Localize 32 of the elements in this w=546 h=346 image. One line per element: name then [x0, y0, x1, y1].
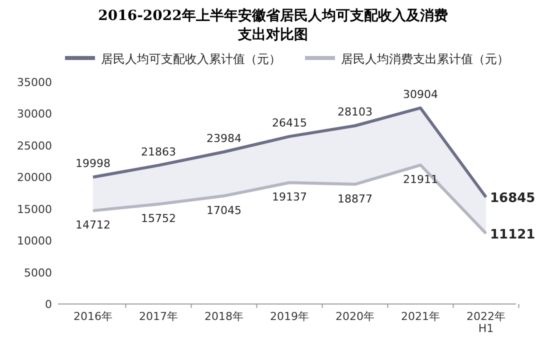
data-label: 17045 [206, 204, 242, 217]
x-tick-label: 2018年 [204, 310, 244, 323]
x-tick-label: 2022年H1 [466, 310, 506, 335]
data-label: 26415 [272, 116, 307, 130]
data-label: 16845 [490, 191, 536, 206]
y-tick-label: 35000 [17, 76, 52, 89]
data-label: 30904 [403, 88, 438, 101]
data-label: 21863 [141, 145, 176, 158]
x-tick-label: 2020年 [336, 310, 374, 323]
y-tick-label: 15000 [17, 202, 52, 216]
data-label: 19137 [272, 190, 307, 204]
y-tick-label: 5000 [24, 266, 52, 280]
y-tick-label: 10000 [17, 234, 52, 248]
data-label: 15752 [141, 212, 176, 226]
data-label: 11121 [490, 227, 536, 242]
data-label: 21911 [403, 173, 438, 186]
y-tick-label: 20000 [17, 171, 52, 184]
data-label: 23984 [206, 132, 242, 145]
y-tick-label: 25000 [17, 139, 52, 152]
data-label: 28103 [338, 106, 372, 119]
x-tick-label: 2017年 [139, 310, 178, 323]
y-tick-label: 0 [45, 298, 52, 311]
legend-label: 居民人均消费支出累计值（元） [341, 52, 509, 66]
data-label: 14712 [76, 218, 110, 232]
legend-label: 居民人均可支配收入累计值（元） [101, 52, 281, 66]
x-tick-label: 2019年 [270, 310, 309, 323]
data-label: 19998 [76, 157, 110, 170]
x-tick-label: 2021年 [401, 310, 440, 323]
y-tick-label: 30000 [17, 108, 52, 121]
chart-title: 2016-2022年上半年安徽省居民人均可支配收入及消费支出对比图 [98, 7, 448, 43]
x-tick-label: 2016年 [74, 310, 112, 323]
data-label: 18877 [338, 192, 372, 206]
